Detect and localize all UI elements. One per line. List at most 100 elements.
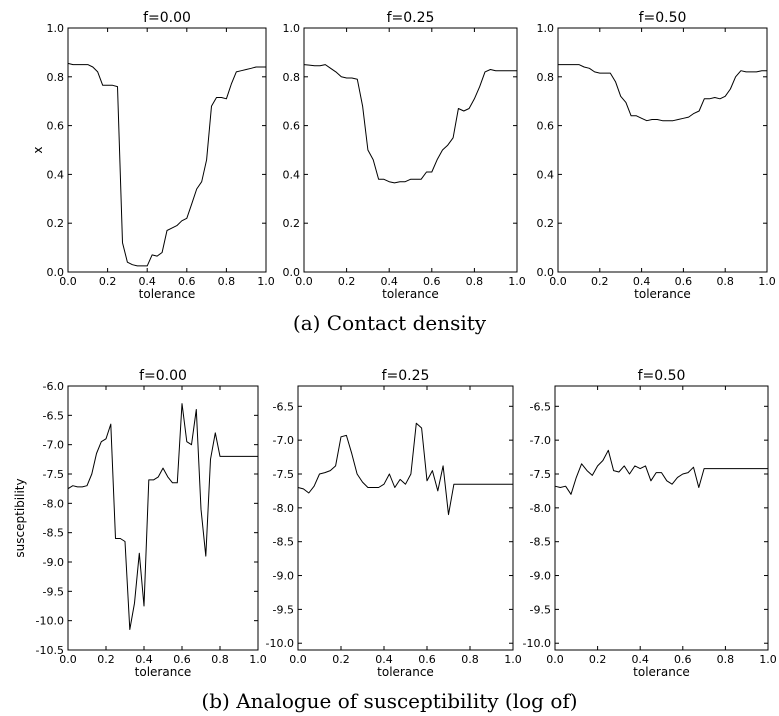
x-tick-label: 0.0 [59,653,77,666]
x-tick-label: 0.0 [546,653,564,666]
x-tick-label: 0.4 [135,653,153,666]
panel-title: f=0.00 [139,368,187,384]
panel-title: f=0.50 [639,10,687,26]
panel-3: 0.0 0.2 0.4 0.6 0.8 1.0 0.0 0.2 0.4 0.6 0.8 1.0 f=0.… [537,10,776,301]
x-tick-label: 0.6 [674,653,692,666]
x-axis-label: tolerance [139,287,196,301]
plot-frame [297,385,514,651]
x-tick-label: 0.0 [295,275,313,288]
plot-frame [67,385,259,651]
x-tick-label: 0.0 [59,275,77,288]
y-tick-label: -8.0 [43,497,64,510]
y-tick-label: 0.2 [283,217,301,230]
panel-title: f=0.50 [638,368,686,384]
x-tick-label: 0.8 [211,653,229,666]
y-axis-label: susceptibility [13,478,27,557]
x-axis-label: tolerance [633,665,690,679]
panel-title: f=0.00 [143,10,191,26]
x-tick-label: 0.4 [375,653,393,666]
x-tick-label: 0.2 [332,653,350,666]
y-tick-label: -8.5 [43,527,64,540]
panel-2: 0.0 0.2 0.4 0.6 0.8 1.0 0.0 0.2 0.4 0.6 0.8 1.0 f=0.… [283,10,526,301]
y-tick-label: -6.0 [43,380,64,393]
y-tick-label: 0.4 [537,168,555,181]
y-tick-label: 0.4 [47,168,65,181]
y-tick-label: 0.8 [283,71,301,84]
x-tick-label: 1.0 [508,275,526,288]
plot-frame [67,27,267,273]
y-tick-label: 0.6 [537,120,555,133]
y-tick-label: -7.0 [273,434,294,447]
y-tick-label: -6.5 [273,400,294,413]
plot-frame [554,385,769,651]
x-tick-label: 0.0 [289,653,307,666]
y-tick-label: -10.0 [36,615,64,628]
y-tick-label: -8.0 [273,502,294,515]
panels: 0.0 0.2 0.4 0.6 0.8 1.0 0.0 0.2 0.4 0.6 0.8 1.0 f=0.… [13,10,777,679]
y-tick-label: -7.5 [273,468,294,481]
caption-b: (b) Analogue of susceptibility (log of) [201,689,577,713]
x-tick-label: 0.2 [97,653,115,666]
x-tick-label: 0.6 [675,275,693,288]
plot-frame [557,27,768,273]
panel-title: f=0.25 [382,368,430,384]
series-line [558,64,767,122]
x-tick-label: 0.4 [380,275,398,288]
y-tick-label: -9.0 [43,556,64,569]
x-axis-label: tolerance [634,287,691,301]
y-tick-label: 0.4 [283,168,301,181]
y-tick-label: -9.0 [530,570,551,583]
panel-title: f=0.25 [387,10,435,26]
x-tick-label: 0.2 [589,653,607,666]
y-tick-label: 0.6 [283,120,301,133]
x-tick-label: 0.2 [591,275,609,288]
series-line [554,449,768,495]
y-tick-label: -9.0 [273,570,294,583]
x-tick-label: 0.4 [631,653,649,666]
y-tick-label: 0.0 [537,266,555,279]
y-tick-label: 1.0 [47,22,65,35]
panel-1: 0.0 0.2 0.4 0.6 0.8 1.0 0.0 0.2 0.4 0.6 0.8 1.0 f=0.… [31,10,275,301]
y-tick-label: -9.5 [530,603,551,616]
x-axis-label: tolerance [382,287,439,301]
panel-6: 0.0 0.2 0.4 0.6 0.8 1.0 -6.5 -7.0 -7.5 -8.0 -8.5 -9… [523,368,777,679]
y-tick-label: -7.0 [530,434,551,447]
panel-4: 0.0 0.2 0.4 0.6 0.8 1.0 -6.0 -6.5 -7.0 -7.5 -8.0 -8… [13,368,267,679]
x-tick-label: 0.0 [549,275,567,288]
x-tick-label: 0.4 [633,275,651,288]
x-tick-label: 0.8 [466,275,484,288]
y-tick-label: -9.5 [43,585,64,598]
y-tick-label: -10.5 [36,644,64,657]
caption-a: (a) Contact density [293,311,487,335]
x-axis-label: tolerance [377,665,434,679]
y-tick-label: -7.0 [43,439,64,452]
y-tick-label: -10.0 [523,637,551,650]
y-tick-label: 1.0 [537,22,555,35]
x-tick-label: 1.0 [758,275,776,288]
x-tick-label: 1.0 [257,275,275,288]
x-tick-label: 0.2 [338,275,356,288]
y-tick-label: -6.5 [43,409,64,422]
x-tick-label: 0.2 [99,275,117,288]
x-tick-label: 1.0 [504,653,522,666]
y-tick-label: -7.5 [43,468,64,481]
y-tick-label: 0.0 [283,266,301,279]
x-tick-label: 0.6 [418,653,436,666]
y-tick-label: 0.2 [537,217,555,230]
y-tick-label: 0.2 [47,217,65,230]
series-line [67,62,266,267]
y-tick-label: -7.5 [530,468,551,481]
x-tick-label: 0.4 [138,275,156,288]
x-tick-label: 0.6 [423,275,441,288]
y-tick-label: -8.5 [530,536,551,549]
y-tick-label: 0.6 [47,120,65,133]
x-tick-label: 0.6 [173,653,191,666]
x-tick-label: 1.0 [249,653,267,666]
panel-5: 0.0 0.2 0.4 0.6 0.8 1.0 -6.5 -7.0 -7.5 -8.0 -8.5 -9… [266,368,522,679]
y-tick-label: -8.0 [530,502,551,515]
x-tick-label: 0.8 [218,275,236,288]
series-line [67,403,258,630]
y-tick-label: -6.5 [530,400,551,413]
x-tick-label: 0.6 [178,275,196,288]
